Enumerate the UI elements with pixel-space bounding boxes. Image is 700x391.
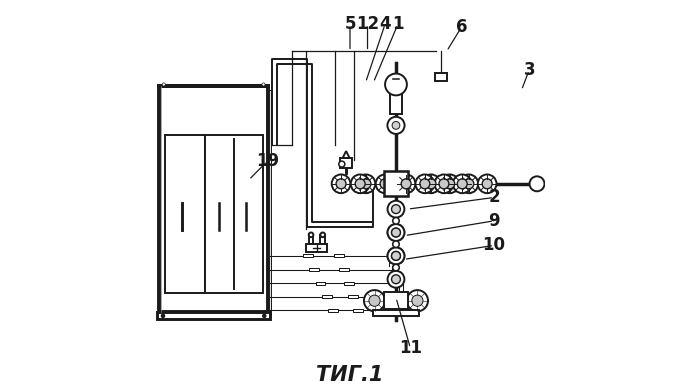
Circle shape	[262, 83, 265, 86]
Bar	[328, 309, 338, 312]
Circle shape	[393, 241, 399, 248]
Bar	[165, 135, 205, 293]
Circle shape	[421, 174, 440, 193]
Circle shape	[351, 174, 370, 193]
Circle shape	[376, 174, 394, 193]
Circle shape	[453, 174, 472, 193]
Bar	[372, 310, 419, 316]
Circle shape	[478, 174, 496, 193]
Circle shape	[321, 233, 325, 237]
Text: 11: 11	[399, 339, 422, 357]
Circle shape	[385, 74, 407, 95]
Circle shape	[388, 224, 405, 241]
Circle shape	[391, 251, 400, 260]
Bar	[349, 295, 358, 298]
Circle shape	[457, 179, 467, 189]
Circle shape	[380, 179, 390, 189]
Circle shape	[420, 179, 430, 189]
Circle shape	[355, 179, 365, 189]
Circle shape	[393, 264, 399, 271]
Circle shape	[339, 161, 345, 167]
Bar	[322, 295, 332, 298]
Bar	[335, 254, 344, 257]
Circle shape	[464, 179, 474, 189]
Circle shape	[364, 290, 385, 311]
Bar	[435, 73, 447, 81]
Circle shape	[393, 217, 399, 224]
Text: 10: 10	[483, 237, 505, 255]
Bar	[353, 309, 363, 312]
Circle shape	[401, 179, 411, 189]
Text: 6: 6	[456, 18, 467, 36]
Circle shape	[439, 179, 449, 189]
Circle shape	[435, 174, 453, 193]
Text: ΤИГ.1: ΤИГ.1	[316, 365, 384, 385]
Circle shape	[388, 271, 405, 288]
Circle shape	[412, 295, 423, 306]
Circle shape	[426, 179, 436, 189]
Polygon shape	[343, 151, 349, 158]
Circle shape	[391, 228, 400, 237]
Circle shape	[459, 174, 478, 193]
Circle shape	[482, 179, 492, 189]
Text: 5: 5	[344, 15, 356, 33]
Circle shape	[388, 248, 405, 264]
Circle shape	[387, 117, 405, 134]
Text: 1: 1	[392, 15, 404, 33]
Circle shape	[392, 122, 400, 129]
Bar	[321, 235, 325, 244]
Text: 12: 12	[356, 15, 379, 33]
Circle shape	[388, 248, 405, 264]
Bar	[344, 282, 354, 285]
Circle shape	[416, 174, 434, 193]
Bar	[205, 135, 262, 293]
Circle shape	[309, 233, 314, 237]
Circle shape	[388, 224, 405, 241]
Circle shape	[369, 295, 380, 306]
Circle shape	[332, 174, 351, 193]
Circle shape	[262, 314, 266, 317]
Bar	[316, 282, 326, 285]
Circle shape	[388, 201, 405, 217]
Circle shape	[391, 275, 400, 284]
Bar	[307, 244, 328, 252]
Circle shape	[391, 205, 400, 213]
Circle shape	[361, 179, 371, 189]
Bar	[340, 158, 352, 168]
Bar	[384, 171, 407, 196]
Circle shape	[529, 176, 545, 191]
Bar	[309, 268, 319, 271]
Text: 3: 3	[524, 61, 535, 79]
Text: 19: 19	[256, 152, 279, 170]
Circle shape	[162, 314, 164, 317]
Text: 2: 2	[489, 188, 500, 206]
Circle shape	[391, 228, 400, 237]
Bar	[157, 312, 270, 319]
Circle shape	[391, 251, 400, 260]
Bar	[159, 86, 268, 312]
Bar	[339, 268, 349, 271]
Circle shape	[440, 174, 459, 193]
Bar	[390, 92, 402, 114]
Circle shape	[162, 83, 165, 86]
Circle shape	[444, 179, 455, 189]
Circle shape	[336, 179, 346, 189]
Bar	[162, 90, 272, 316]
Text: 4: 4	[379, 15, 391, 33]
Circle shape	[407, 290, 428, 311]
Bar	[303, 254, 313, 257]
Bar	[384, 292, 407, 309]
Circle shape	[397, 174, 416, 193]
Circle shape	[356, 174, 375, 193]
Bar	[309, 235, 314, 244]
Text: 9: 9	[489, 212, 500, 230]
